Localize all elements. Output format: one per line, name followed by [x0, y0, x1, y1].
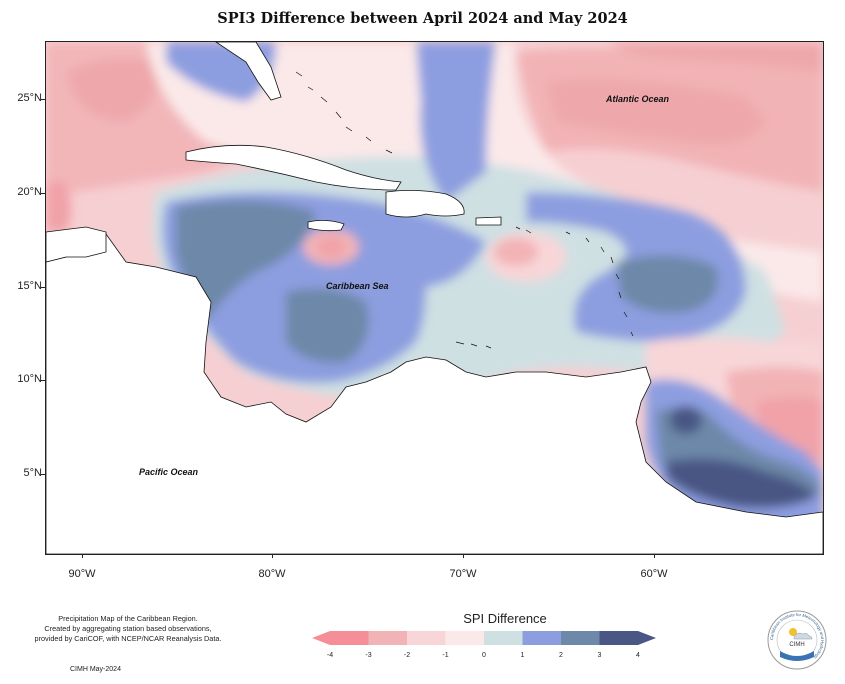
- legend-tick-label: -2: [403, 652, 411, 659]
- water-icon: [780, 651, 814, 661]
- credits-line: provided by CariCOF, with NCEP/NCAR Rean…: [34, 634, 222, 643]
- legend-color-cell: [561, 631, 600, 645]
- credits-text: Precipitation Map of the Caribbean Regio…: [18, 614, 238, 644]
- x-tick-mark: [82, 554, 83, 558]
- cloud-icon: [793, 632, 813, 640]
- x-tick-mark: [272, 554, 273, 558]
- spi-field: [46, 42, 823, 554]
- y-tick-mark: [41, 99, 45, 100]
- landmass-outlines: [46, 42, 823, 554]
- spi-difference-map: [46, 42, 823, 554]
- map-title: SPI3 Difference between April 2024 and M…: [217, 10, 628, 27]
- legend-tick-label: 1: [520, 652, 525, 659]
- legend-tick-label: -1: [442, 652, 449, 659]
- footnote: CIMH May-2024: [70, 666, 121, 673]
- label-pacific-ocean: Pacific Ocean: [139, 467, 199, 477]
- legend-tick-label: -4: [326, 652, 334, 659]
- x-tick-label: 60°W: [640, 568, 668, 580]
- legend-tick-label: 3: [597, 652, 602, 659]
- legend-tick-label: 2: [559, 652, 563, 659]
- label-caribbean-sea: Caribbean Sea: [326, 281, 389, 291]
- legend-color-cell: [484, 631, 523, 645]
- legend-tick-label: 4: [636, 652, 640, 659]
- y-tick-label: 25°N: [17, 92, 42, 104]
- sun-icon: [789, 628, 797, 636]
- legend-color-cell: [368, 631, 407, 645]
- y-tick-mark: [41, 193, 45, 194]
- legend-colorbar: [312, 631, 656, 645]
- x-tick-mark: [654, 554, 655, 558]
- y-tick-mark: [41, 474, 45, 475]
- credits-line: Precipitation Map of the Caribbean Regio…: [58, 614, 198, 623]
- legend-arrow-left: [312, 631, 330, 645]
- small-islands: [295, 71, 634, 349]
- y-tick-label: 15°N: [17, 280, 42, 292]
- x-tick-mark: [463, 554, 464, 558]
- legend-arrow-right: [638, 631, 656, 645]
- x-tick-label: 80°W: [258, 568, 286, 580]
- y-tick-mark: [41, 287, 45, 288]
- legend-color-cell: [445, 631, 484, 645]
- legend-tick-label: 0: [482, 652, 486, 659]
- cimh-logo: Caribbean Institute for Meteorology and …: [767, 610, 827, 670]
- legend-tick-label: -3: [365, 652, 372, 659]
- y-tick-mark: [41, 380, 45, 381]
- logo-label: CIMH: [789, 642, 804, 648]
- y-tick-label: 10°N: [17, 373, 42, 385]
- y-tick-label: 5°N: [23, 467, 42, 479]
- legend-title: SPI Difference: [463, 611, 547, 626]
- legend-color-cell: [330, 631, 369, 645]
- x-tick-label: 70°W: [449, 568, 477, 580]
- legend-color-cell: [407, 631, 446, 645]
- y-tick-label: 20°N: [17, 186, 42, 198]
- credits-line: Created by aggregating station based obs…: [44, 624, 212, 633]
- legend-color-cell: [599, 631, 638, 645]
- legend-color-cell: [522, 631, 561, 645]
- label-atlantic-ocean: Atlantic Ocean: [606, 94, 670, 104]
- x-tick-label: 90°W: [68, 568, 96, 580]
- map-panel: [45, 41, 824, 555]
